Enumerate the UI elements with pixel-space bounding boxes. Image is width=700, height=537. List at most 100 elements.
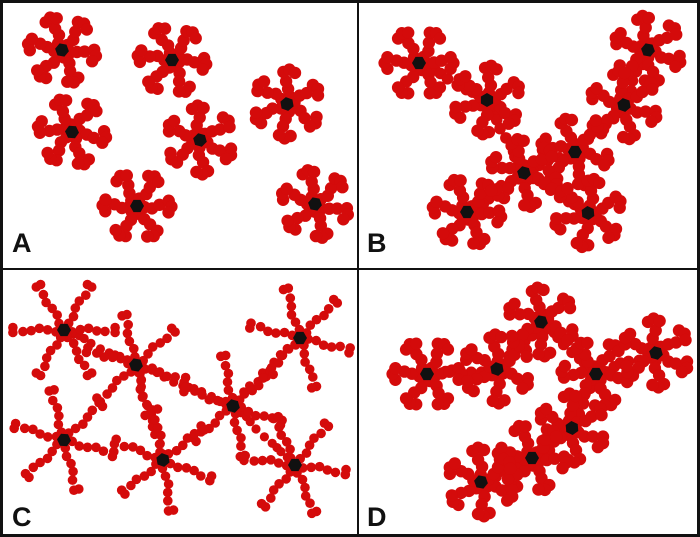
polymer-bead [570, 236, 583, 250]
polymer-bead [190, 165, 203, 179]
polymer-bead [70, 423, 81, 434]
polymer-bead [274, 422, 284, 433]
polymer-bead [304, 440, 315, 451]
polymer-bead [569, 389, 582, 403]
polymer-bead [197, 101, 210, 115]
polymer-bead [28, 462, 39, 473]
polymer-bead [148, 342, 158, 352]
polymer-bead [636, 85, 649, 99]
polymer-bead [273, 458, 284, 468]
polymer-bead [140, 410, 150, 421]
polymer-bead [552, 161, 565, 174]
polymer-bead [52, 144, 66, 157]
polymer-bead [146, 466, 156, 477]
polymer-bead [239, 389, 250, 399]
polymer-bead [119, 371, 129, 381]
polymer-bead [537, 283, 550, 297]
polymer-bead [107, 383, 118, 393]
polymer-bead [490, 385, 503, 398]
polymer-bead [250, 410, 261, 421]
star-polymer [485, 133, 563, 213]
star-core [649, 346, 663, 360]
polymer-bead [424, 76, 437, 89]
polymer-bead [107, 451, 118, 462]
polymer-bead [286, 301, 297, 312]
polymer-bead [679, 333, 692, 347]
polymer-bead [572, 168, 586, 181]
polymer-bead [518, 430, 532, 443]
polymer-bead [519, 420, 532, 433]
polymer-bead [461, 375, 474, 388]
polymer-bead [590, 82, 603, 95]
polymer-bead [196, 471, 206, 481]
polymer-bead [61, 75, 74, 88]
polymer-bead [75, 324, 86, 335]
polymer-bead [581, 336, 594, 350]
polymer-bead [102, 389, 112, 399]
polymer-bead [268, 485, 279, 495]
polymer-bead [136, 375, 146, 386]
polymer-bead [52, 340, 62, 350]
polymer-bead [204, 394, 214, 405]
star-core [129, 358, 143, 372]
polymer-bead [538, 433, 552, 446]
polymer-bead [669, 336, 683, 349]
polymer-bead [124, 336, 135, 347]
polymer-bead [283, 283, 294, 294]
polymer-bead [156, 430, 166, 441]
polymer-bead [565, 113, 579, 127]
polymer-bead [160, 471, 171, 482]
polymer-bead [495, 484, 509, 497]
star-core [165, 53, 179, 67]
polymer-bead [154, 367, 165, 377]
polymer-bead [477, 443, 491, 457]
polymer-bead [119, 441, 130, 452]
polymer-bead [82, 442, 93, 453]
polymer-bead [517, 134, 530, 147]
polymer-bead [53, 419, 64, 430]
polymer-bead [535, 153, 548, 166]
polymer-bead [163, 496, 173, 506]
polymer-bead [318, 340, 329, 351]
polymer-bead [305, 498, 315, 509]
polymer-bead [402, 36, 415, 50]
polymer-bead [453, 184, 467, 197]
panel-a [21, 11, 354, 244]
star-polymer [81, 309, 191, 421]
polymer-bead [620, 359, 633, 373]
polymer-bead [272, 128, 286, 142]
polymer-bead [142, 450, 152, 461]
polymer-bead [389, 362, 402, 375]
polymer-bead [120, 169, 133, 182]
polymer-bead [61, 451, 72, 462]
polymer-bead [545, 182, 559, 195]
polymer-bead [43, 432, 53, 442]
polymer-bead [256, 498, 267, 509]
polymer-bead [330, 467, 341, 478]
polymer-bead [473, 187, 487, 200]
polymer-bead [31, 368, 42, 378]
polymer-bead [152, 175, 165, 189]
polymer-bead [307, 165, 321, 179]
polymer-bead [271, 328, 281, 338]
polymer-bead [182, 433, 193, 443]
polymer-bead [110, 327, 120, 338]
polymer-bead [247, 385, 257, 396]
polymer-bead [670, 28, 683, 41]
polymer-bead [232, 425, 242, 436]
polymer-bead [120, 219, 133, 233]
polymer-bead [277, 350, 288, 361]
polymer-bead [196, 63, 209, 76]
polymer-bead [87, 405, 98, 416]
star-core [617, 98, 631, 112]
polymer-bead [223, 385, 234, 396]
polymer-bead [97, 401, 108, 412]
polymer-bead [309, 229, 323, 243]
polymer-bead [189, 32, 202, 45]
star-polymer [239, 411, 351, 519]
polymer-bead [111, 434, 121, 445]
star-core [474, 475, 488, 489]
polymer-bead [558, 359, 572, 373]
polymer-bead [188, 56, 201, 69]
polymer-bead [205, 475, 215, 486]
